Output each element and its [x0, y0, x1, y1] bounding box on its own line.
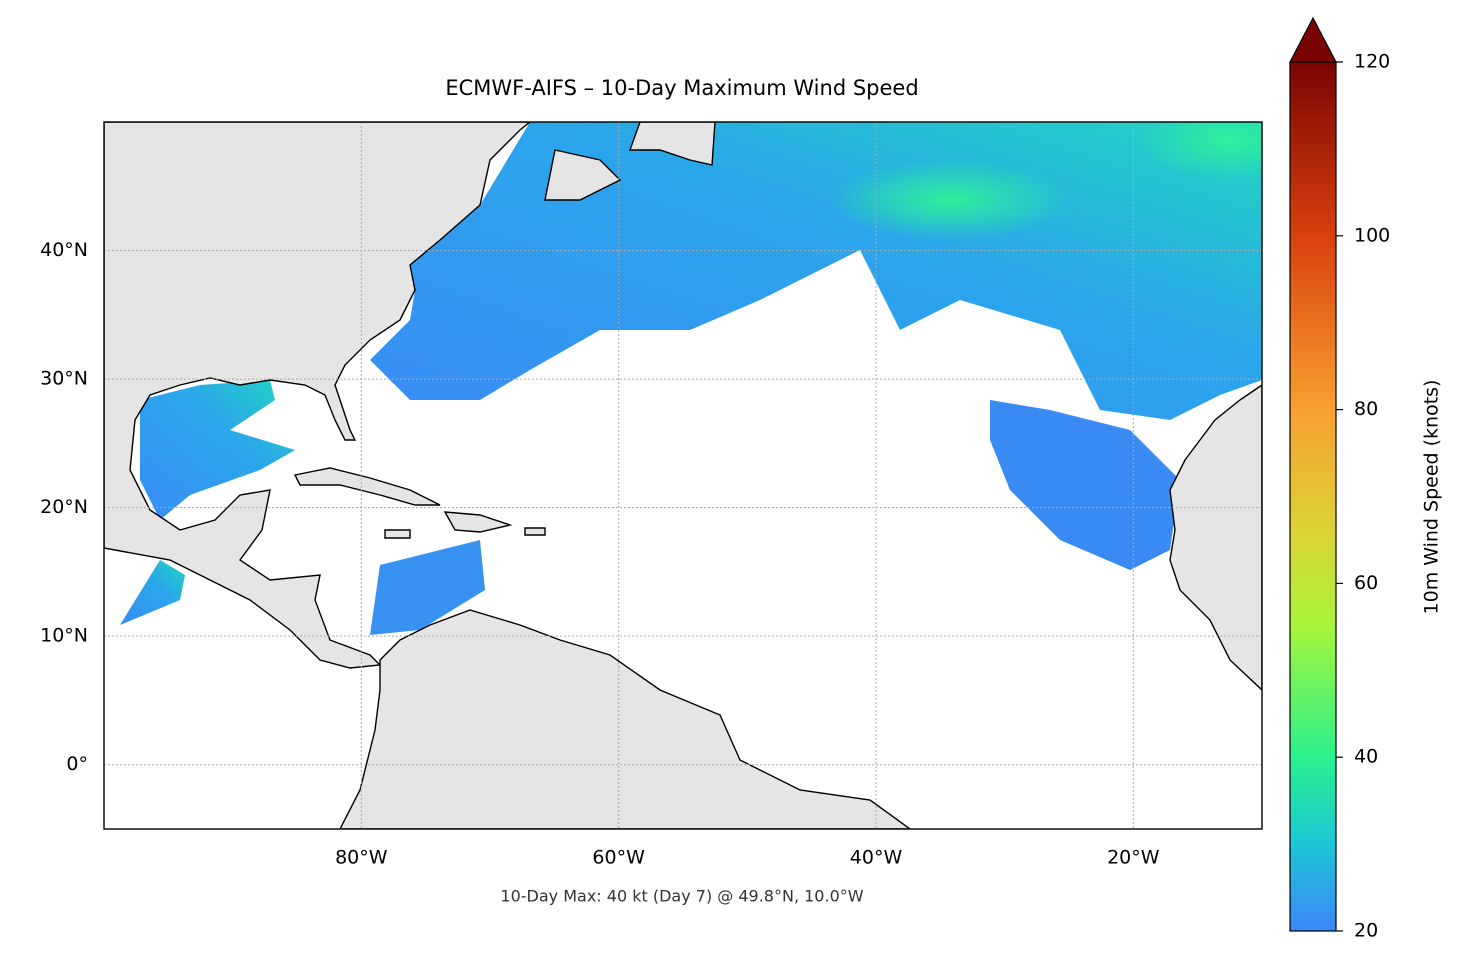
colorbar: 20 40 60 80 100 120	[1289, 16, 1390, 942]
y-tick-label: 0°	[66, 753, 88, 775]
x-tick-label: 60°W	[592, 847, 645, 869]
colorbar-label: 10m Wind Speed (knots)	[1421, 380, 1443, 615]
colorbar-gradient	[1289, 61, 1337, 932]
colorbar-tick-label: 80	[1354, 398, 1378, 420]
map-frame	[103, 121, 1263, 830]
map-area	[104, 122, 1262, 829]
map-title: ECMWF-AIFS – 10-Day Maximum Wind Speed	[445, 76, 918, 100]
annotation: 10-Day Max: 40 kt (Day 7) @ 49.8°N, 10.0…	[500, 887, 863, 906]
colorbar-extend	[1289, 16, 1337, 63]
y-tick-label: 20°N	[40, 496, 88, 518]
y-tick-label: 10°N	[40, 625, 88, 647]
y-tick-label: 30°N	[40, 368, 88, 390]
colorbar-tick-label: 120	[1354, 51, 1390, 73]
colorbar-tick-label: 40	[1354, 746, 1378, 768]
land	[104, 122, 1262, 829]
x-tick-label: 80°W	[335, 847, 388, 869]
wind-field	[120, 122, 1262, 635]
y-tick-label: 40°N	[40, 239, 88, 261]
x-tick-label: 20°W	[1107, 847, 1160, 869]
graticule	[104, 122, 1262, 829]
colorbar-tick-label: 60	[1354, 572, 1378, 594]
colorbar-tick-label: 100	[1354, 224, 1390, 246]
colorbar-tick-label: 20	[1354, 920, 1378, 942]
x-tick-label: 40°W	[850, 847, 903, 869]
